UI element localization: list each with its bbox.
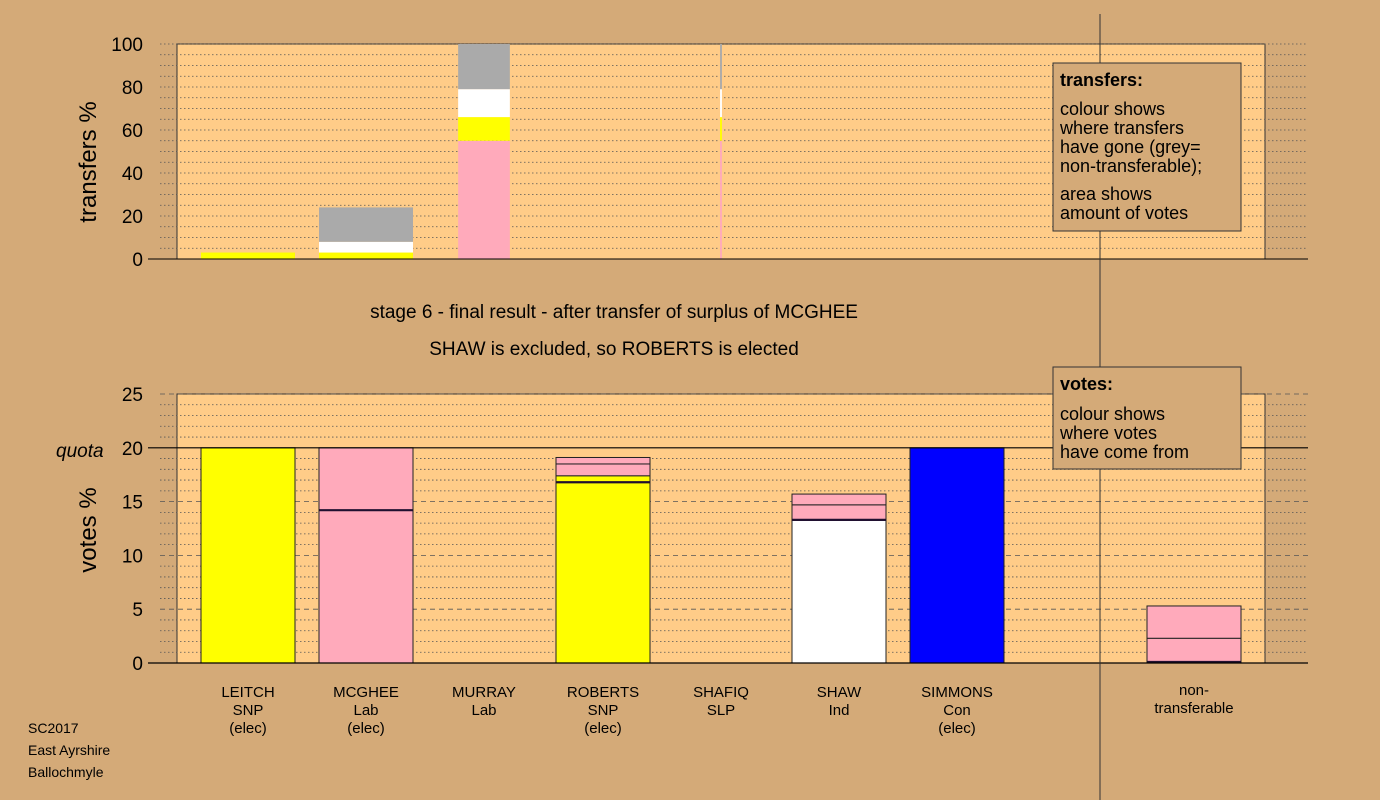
votes-legend-title: votes: <box>1060 374 1113 394</box>
candidate-label: SIMMONS <box>921 684 993 701</box>
candidate-label: (elec) <box>938 720 976 737</box>
transfer-bar-segment <box>720 140 722 259</box>
transfer-bar-segment <box>458 117 510 141</box>
candidate-label: ROBERTS <box>567 684 639 701</box>
vote-bar-segment <box>791 493 887 506</box>
transfer-bar-segment <box>319 252 413 259</box>
vote-bar-segment <box>318 509 414 664</box>
transfer-bar-segment <box>458 140 510 259</box>
transfers-legend-line: non-transferable); <box>1060 156 1202 176</box>
votes-y-tick-label: 25 <box>122 385 143 406</box>
transfers-y-tick-label: 80 <box>122 78 143 99</box>
vote-bar-segment <box>791 504 887 521</box>
stage-subtitle: SHAW is excluded, so ROBERTS is elected <box>429 339 799 360</box>
transfer-bar-segment <box>458 44 510 90</box>
transfer-bar-segment <box>720 117 722 141</box>
transfers-y-tick-label: 40 <box>122 164 143 185</box>
candidate-label: SHAW <box>817 684 862 701</box>
candidate-labels: LEITCHSNP(elec)MCGHEELab(elec)MURRAYLabR… <box>221 682 1233 737</box>
votes-legend: votes: colour shows where votes have com… <box>1052 366 1242 470</box>
vote-bar-segment <box>318 447 414 511</box>
votes-y-tick-label: 0 <box>132 654 143 675</box>
transfers-y-tick-label: 60 <box>122 121 143 142</box>
transfer-bar-segment <box>319 207 413 242</box>
non-transferable-segment <box>1146 605 1242 639</box>
candidate-label: Ind <box>829 702 850 719</box>
vote-bar-segment <box>555 481 651 664</box>
transfer-bar-segment <box>458 89 510 118</box>
candidate-label: SNP <box>588 702 619 719</box>
transfers-legend-title: transfers: <box>1060 70 1143 90</box>
transfers-legend-line: where transfers <box>1059 118 1184 138</box>
non-transferable-segment <box>1146 637 1242 663</box>
transfers-legend-line: area shows <box>1060 184 1152 204</box>
quota-label: quota <box>56 441 104 462</box>
candidate-label: MCGHEE <box>333 684 399 701</box>
transfers-y-tick-label: 100 <box>111 35 143 56</box>
vote-bar-segment <box>791 519 887 664</box>
footer-ward: Ballochmyle <box>28 764 104 780</box>
candidate-label: Lab <box>353 702 378 719</box>
vote-bar-segment <box>555 456 651 465</box>
candidate-label: (elec) <box>229 720 267 737</box>
candidate-label: Lab <box>471 702 496 719</box>
footer-council: East Ayrshire <box>28 742 110 758</box>
candidate-label: SNP <box>233 702 264 719</box>
transfer-bar-segment <box>201 252 295 259</box>
candidate-label: Con <box>943 702 971 719</box>
candidate-label: SLP <box>707 702 735 719</box>
stage-title: stage 6 - final result - after transfer … <box>370 302 858 323</box>
votes-y-tick-label: 10 <box>122 546 143 567</box>
votes-legend-line: have come from <box>1060 442 1189 462</box>
transfers-y-axis-label: transfers % <box>75 101 102 222</box>
votes-y-axis-label: votes % <box>75 487 102 572</box>
votes-y-tick-label: 15 <box>122 493 143 514</box>
candidate-label: (elec) <box>584 720 622 737</box>
bars <box>200 44 1242 664</box>
transfer-bar-segment <box>720 44 722 90</box>
transfer-bar-segment <box>319 241 413 253</box>
non-transferable-label: non- <box>1179 682 1209 699</box>
transfers-y-tick-label: 0 <box>132 250 143 271</box>
transfers-legend-line: amount of votes <box>1060 203 1188 223</box>
votes-y-tick-label: 20 <box>122 439 143 460</box>
transfers-legend-line: have gone (grey= <box>1060 137 1201 157</box>
candidate-label: SHAFIQ <box>693 684 749 701</box>
non-transferable-label: transferable <box>1154 700 1233 717</box>
votes-legend-line: colour shows <box>1060 404 1165 424</box>
transfers-legend-line: colour shows <box>1060 99 1165 119</box>
candidate-label: (elec) <box>347 720 385 737</box>
vote-bar-segment <box>555 463 651 477</box>
votes-y-tick-label: 5 <box>132 600 143 621</box>
votes-legend-line: where votes <box>1059 423 1157 443</box>
vote-bar-segment <box>909 447 1005 664</box>
candidate-label: LEITCH <box>221 684 274 701</box>
transfer-bar-segment <box>720 89 722 118</box>
candidate-label: MURRAY <box>452 684 516 701</box>
transfers-legend: transfers: colour shows where transfers … <box>1052 62 1242 232</box>
footer-election: SC2017 <box>28 720 79 736</box>
transfers-y-tick-label: 20 <box>122 207 143 228</box>
vote-bar-segment <box>200 447 296 664</box>
